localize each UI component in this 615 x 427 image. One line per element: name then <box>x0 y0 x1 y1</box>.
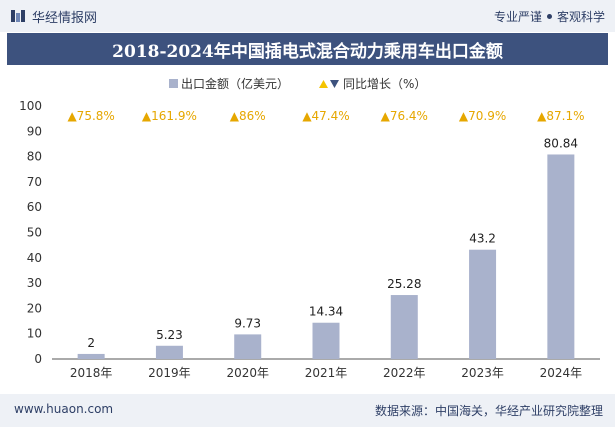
growth-label: ▲87.1% <box>537 109 584 123</box>
bar-value-label: 5.23 <box>156 328 183 342</box>
legend-bar-label: 出口金额（亿美元） <box>181 76 289 91</box>
footer-source: 数据来源：中国海关，华经产业研究院整理 <box>374 404 603 418</box>
bar <box>390 295 418 359</box>
separator-dot-icon <box>546 14 552 19</box>
growth-label: ▲76.4% <box>381 109 428 123</box>
brand: 华经情报网 <box>10 7 98 26</box>
y-tick-label: 30 <box>27 276 42 290</box>
legend: 出口金额（亿美元） 同比增长（%） <box>169 76 426 91</box>
growth-label: ▲161.9% <box>142 109 197 123</box>
bar-value-label: 14.34 <box>309 305 343 319</box>
slogan-right: 客观科学 <box>556 10 605 24</box>
y-tick-label: 0 <box>34 352 42 366</box>
brand-name: 华经情报网 <box>32 10 98 26</box>
growth-label: ▲70.9% <box>459 109 506 123</box>
footer: www.huaon.com 数据来源：中国海关，华经产业研究院整理 <box>0 394 615 427</box>
growth-label: ▲86% <box>230 109 266 123</box>
bar-value-label: 80.84 <box>544 136 578 150</box>
bar-chart: 出口金额（亿美元） 同比增长（%） 0 10 20 30 40 50 60 70 80 90 100… <box>19 76 600 380</box>
growth-label: ▲75.8% <box>67 109 114 123</box>
data-labels: 2 5.23 9.73 14.34 25.28 43.2 80.84 <box>87 136 578 349</box>
bar-value-label: 25.28 <box>387 277 421 291</box>
y-tick-label: 80 <box>27 150 42 164</box>
legend-bar-swatch <box>169 79 178 88</box>
axes: 0 10 20 30 40 50 60 70 80 90 100 2018年 2019年 2020年 202… <box>19 99 600 380</box>
legend-down-triangle-icon <box>330 80 339 88</box>
top-bar: 华经情报网 专业严谨 客观科学 <box>0 0 615 32</box>
x-tick-label: 2023年 <box>461 366 504 380</box>
bars <box>77 154 575 359</box>
y-tick-label: 60 <box>27 200 42 214</box>
huajing-logo-icon <box>11 10 25 22</box>
legend-growth-label: 同比增长（%） <box>343 77 426 91</box>
slogan-left: 专业严谨 <box>493 10 542 24</box>
y-tick-label: 90 <box>27 124 42 138</box>
bar <box>312 322 340 359</box>
x-tick-label: 2018年 <box>70 366 113 380</box>
bar <box>469 249 497 359</box>
legend-up-triangle-icon <box>319 80 328 88</box>
bar-value-label: 2 <box>87 336 95 350</box>
bar <box>155 345 183 359</box>
growth-label: ▲47.4% <box>302 109 349 123</box>
y-tick-label: 70 <box>27 175 42 189</box>
y-tick-label: 40 <box>27 251 42 265</box>
x-tick-label: 2021年 <box>305 366 348 380</box>
y-tick-label: 20 <box>27 301 42 315</box>
x-tick-label: 2024年 <box>540 366 583 380</box>
bar <box>547 154 575 359</box>
bar <box>234 334 262 359</box>
slogan: 专业严谨 客观科学 <box>494 8 605 25</box>
chart-title: 2018-2024年中国插电式混合动力乘用车出口金额 <box>7 33 608 65</box>
y-tick-label: 10 <box>27 327 42 341</box>
y-tick-label: 50 <box>27 226 42 240</box>
x-tick-label: 2020年 <box>226 366 269 380</box>
bar <box>77 353 105 359</box>
footer-url: www.huaon.com <box>14 402 114 416</box>
growth-labels: ▲75.8% ▲161.9% ▲86% ▲47.4% ▲76.4% ▲70.9% ▲87.1… <box>67 109 584 123</box>
x-tick-label: 2022年 <box>383 366 426 380</box>
y-tick-label: 100 <box>19 99 42 113</box>
bar-value-label: 43.2 <box>469 232 496 246</box>
bar-value-label: 9.73 <box>234 316 261 330</box>
x-tick-label: 2019年 <box>148 366 191 380</box>
